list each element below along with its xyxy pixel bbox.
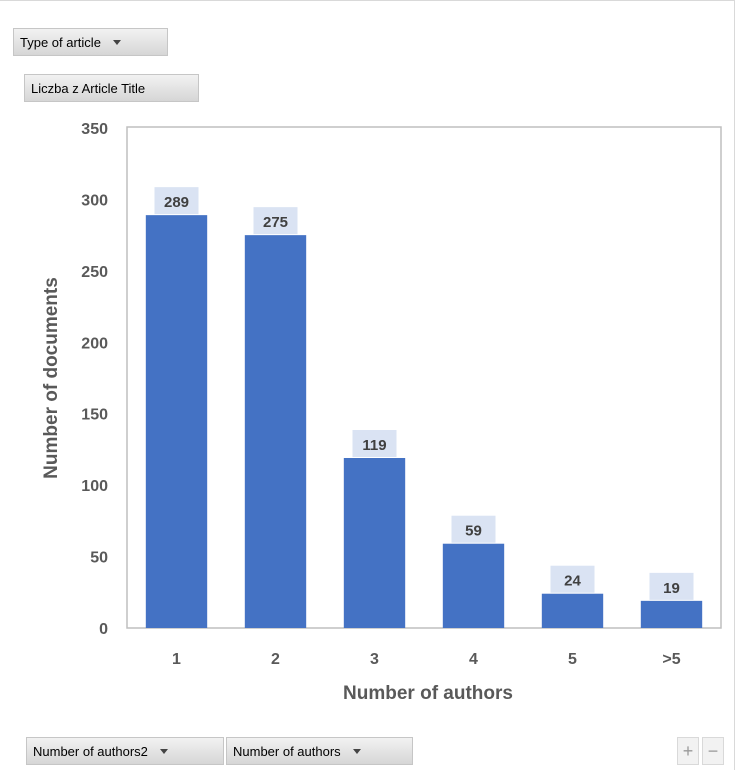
data-label: 119 [362, 437, 386, 454]
x-axis-title: Number of authors [343, 683, 513, 704]
bar [343, 458, 406, 628]
y-tick-label: 350 [81, 121, 108, 138]
y-tick-label: 200 [81, 335, 108, 352]
x-tick-label: >5 [662, 651, 680, 668]
value-field-button[interactable]: Liczba z Article Title [24, 74, 199, 102]
axis-field-button-1[interactable]: Number of authors2 [26, 737, 224, 765]
bar [244, 235, 307, 628]
data-label: 289 [164, 194, 189, 211]
expand-field-button[interactable]: + [677, 737, 699, 765]
collapse-field-button[interactable]: − [702, 737, 724, 765]
report-filter-button[interactable]: Type of article [13, 28, 168, 56]
plot-area [126, 126, 722, 629]
bar [442, 543, 505, 628]
data-label-box [352, 430, 397, 457]
bar [541, 593, 604, 628]
y-tick-label: 50 [90, 550, 108, 567]
y-tick-label: 100 [81, 478, 108, 495]
data-label: 19 [663, 580, 680, 597]
axis-field-label-1: Number of authors2 [33, 743, 148, 759]
y-tick-label: 150 [81, 407, 108, 424]
bar [145, 215, 208, 628]
x-tick-label: 3 [370, 651, 379, 668]
data-label: 59 [465, 523, 482, 540]
report-filter-label: Type of article [20, 34, 101, 50]
data-label-box [451, 515, 496, 543]
data-label-box [550, 565, 595, 593]
x-tick-label: 4 [469, 651, 478, 668]
data-label-box [253, 207, 298, 235]
y-tick-label: 250 [81, 264, 108, 281]
dropdown-arrow-icon [352, 748, 361, 754]
data-label-box [154, 187, 199, 215]
axis-field-label-2: Number of authors [233, 743, 341, 759]
x-tick-label: 2 [271, 651, 280, 668]
y-tick-label: 0 [99, 621, 108, 638]
dropdown-arrow-icon [159, 748, 168, 754]
dropdown-arrow-icon [112, 39, 121, 45]
data-label: 24 [564, 573, 581, 590]
axis-field-button-2[interactable]: Number of authors [226, 737, 413, 765]
plus-icon: + [682, 741, 694, 761]
bar [640, 600, 703, 628]
value-field-label: Liczba z Article Title [31, 80, 146, 96]
bar-chart: Number of documents Number of authors 28… [41, 121, 722, 704]
data-label-box [649, 572, 694, 600]
x-tick-label: 1 [172, 651, 181, 668]
minus-icon: − [707, 741, 719, 761]
y-tick-label: 300 [81, 192, 108, 209]
x-tick-label: 5 [568, 651, 577, 668]
data-label: 275 [263, 214, 288, 231]
y-axis-title: Number of documents [41, 277, 62, 479]
